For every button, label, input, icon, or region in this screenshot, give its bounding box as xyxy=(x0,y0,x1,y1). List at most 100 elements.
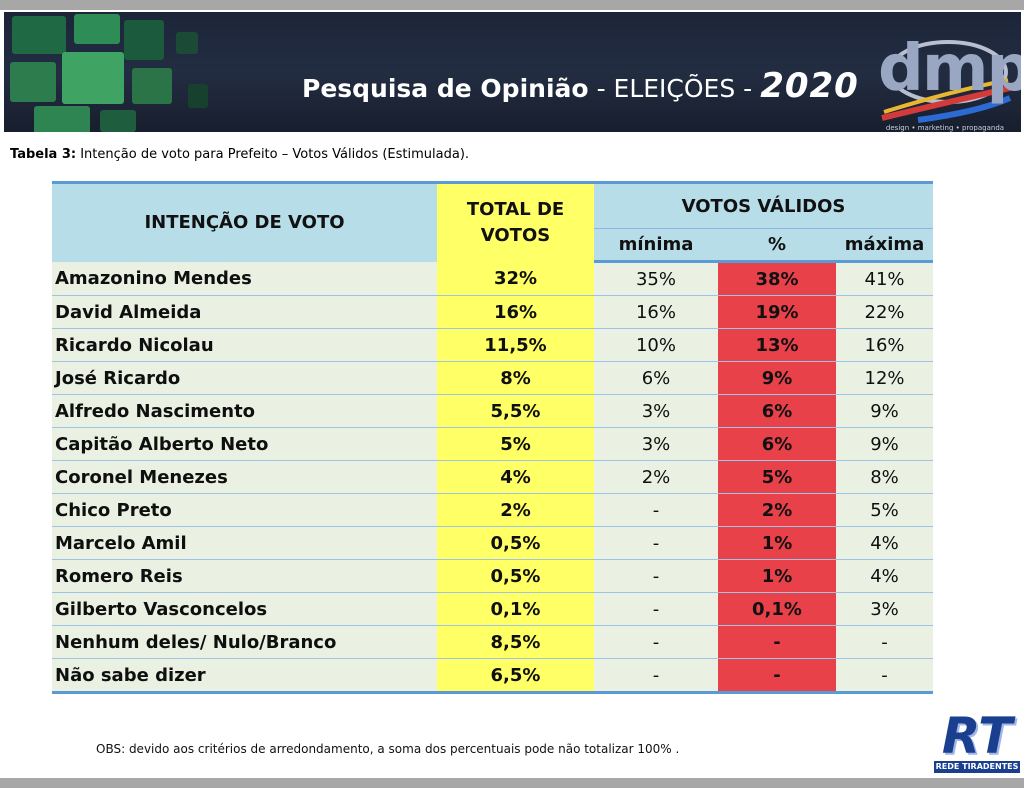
valid-min: 10% xyxy=(594,328,718,362)
total-votes: 5% xyxy=(437,427,594,461)
valid-min: 35% xyxy=(594,261,718,296)
footnote: OBS: devido aos critérios de arredondame… xyxy=(96,742,680,756)
valid-pct: 5% xyxy=(718,460,836,494)
valid-max: - xyxy=(836,625,934,659)
header-candidate: INTENÇÃO DE VOTO xyxy=(52,181,437,262)
valid-max: 4% xyxy=(836,526,934,560)
header-total-line2: VOTOS xyxy=(480,224,551,246)
valid-pct: 38% xyxy=(718,261,836,296)
total-votes: 16% xyxy=(437,295,594,329)
decorative-square xyxy=(188,84,208,108)
table-row: Amazonino Mendes 32% 35% 38% 41% xyxy=(52,261,934,296)
decorative-square xyxy=(74,14,120,44)
banner-title: Pesquisa de Opinião - ELEIÇÕES - 2020 xyxy=(302,66,859,106)
candidate-name: David Almeida xyxy=(52,295,437,329)
total-votes: 32% xyxy=(437,261,594,296)
header-total-line1: TOTAL DE xyxy=(466,198,565,220)
valid-max: 4% xyxy=(836,559,934,593)
total-votes: 8,5% xyxy=(437,625,594,659)
candidate-name: Nenhum deles/ Nulo/Branco xyxy=(52,625,437,659)
banner-title-main: Pesquisa de Opinião xyxy=(302,74,589,103)
valid-min: 3% xyxy=(594,394,718,428)
dmp-logo-tagline: design • marketing • propaganda xyxy=(885,124,1005,132)
valid-min: - xyxy=(594,658,718,694)
rt-logo-tagline: REDE TIRADENTES xyxy=(934,761,1020,773)
valid-pct: 6% xyxy=(718,394,836,428)
candidate-name: Amazonino Mendes xyxy=(52,261,437,296)
candidate-name: Gilberto Vasconcelos xyxy=(52,592,437,626)
table-row: Nenhum deles/ Nulo/Branco 8,5% - - - xyxy=(52,625,934,659)
table-caption-text: Intenção de voto para Prefeito – Votos V… xyxy=(76,147,470,162)
candidate-name: José Ricardo xyxy=(52,361,437,395)
valid-pct: 13% xyxy=(718,328,836,362)
valid-max: 9% xyxy=(836,427,934,461)
valid-max: 9% xyxy=(836,394,934,428)
valid-pct: - xyxy=(718,658,836,694)
valid-min: - xyxy=(594,592,718,626)
decorative-square xyxy=(176,32,198,54)
candidate-name: Romero Reis xyxy=(52,559,437,593)
header-total-votes: TOTAL DE VOTOS xyxy=(437,181,594,262)
valid-pct: 6% xyxy=(718,427,836,461)
banner: Pesquisa de Opinião - ELEIÇÕES - 2020 dm… xyxy=(4,12,1021,132)
total-votes: 0,1% xyxy=(437,592,594,626)
valid-min: 6% xyxy=(594,361,718,395)
rede-tiradentes-logo: RT REDE TIRADENTES xyxy=(934,711,1020,775)
table-row: Coronel Menezes 4% 2% 5% 8% xyxy=(52,460,934,494)
banner-title-elections: - ELEIÇÕES - xyxy=(596,74,753,103)
candidate-name: Marcelo Amil xyxy=(52,526,437,560)
table-row: Não sabe dizer 6,5% - - - xyxy=(52,658,934,694)
results-table: INTENÇÃO DE VOTO TOTAL DE VOTOS VOTOS VÁ… xyxy=(52,181,934,694)
candidate-name: Chico Preto xyxy=(52,493,437,527)
decorative-square xyxy=(62,52,124,104)
table-row: David Almeida 16% 16% 19% 22% xyxy=(52,295,934,329)
valid-max: 22% xyxy=(836,295,934,329)
valid-min: - xyxy=(594,625,718,659)
header-valid-votes: VOTOS VÁLIDOS xyxy=(594,181,934,229)
decorative-square xyxy=(12,16,66,54)
total-votes: 0,5% xyxy=(437,526,594,560)
valid-min: 2% xyxy=(594,460,718,494)
candidate-name: Ricardo Nicolau xyxy=(52,328,437,362)
dmp-logo-text: dmp xyxy=(878,32,1021,106)
dmp-logo: dmp design • marketing • propaganda xyxy=(878,32,1021,132)
candidate-name: Coronel Menezes xyxy=(52,460,437,494)
total-votes: 8% xyxy=(437,361,594,395)
valid-pct: 19% xyxy=(718,295,836,329)
dmp-logo-swoosh xyxy=(881,40,1012,123)
rt-logo-letters: RT xyxy=(941,707,1013,765)
decorative-square xyxy=(124,20,164,60)
table-row: Gilberto Vasconcelos 0,1% -0,1% 3% xyxy=(52,592,934,626)
results-table-body: Amazonino Mendes 32% 35% 38% 41% David Almeid… xyxy=(52,261,934,694)
table-row: Ricardo Nicolau 11,5% 10% 13% 16% xyxy=(52,328,934,362)
valid-max: 8% xyxy=(836,460,934,494)
total-votes: 11,5% xyxy=(437,328,594,362)
decorative-square xyxy=(34,106,90,132)
table-row: Chico Preto 2% -2% 5% xyxy=(52,493,934,527)
total-votes: 4% xyxy=(437,460,594,494)
valid-min: - xyxy=(594,526,718,560)
valid-max: 16% xyxy=(836,328,934,362)
total-votes: 6,5% xyxy=(437,658,594,694)
header-min: mínima xyxy=(594,228,718,263)
valid-max: 41% xyxy=(836,261,934,296)
valid-min: - xyxy=(594,493,718,527)
decorative-square xyxy=(132,68,172,104)
valid-max: - xyxy=(836,658,934,694)
bottom-rule xyxy=(0,778,1024,788)
valid-pct: 9% xyxy=(718,361,836,395)
candidate-name: Alfredo Nascimento xyxy=(52,394,437,428)
valid-max: 5% xyxy=(836,493,934,527)
table-caption-label: Tabela 3: xyxy=(10,147,77,162)
candidate-name: Não sabe dizer xyxy=(52,658,437,694)
valid-pct: 1% xyxy=(718,559,836,593)
table-caption: Tabela 3: Intenção de voto para Prefeito… xyxy=(10,147,469,162)
candidate-name: Capitão Alberto Neto xyxy=(52,427,437,461)
top-rule xyxy=(0,0,1024,10)
header-pct: % xyxy=(718,228,836,263)
banner-title-year: 2020 xyxy=(760,66,859,106)
total-votes: 2% xyxy=(437,493,594,527)
total-votes: 0,5% xyxy=(437,559,594,593)
valid-pct: 1% xyxy=(718,526,836,560)
header-max: máxima xyxy=(836,228,934,263)
